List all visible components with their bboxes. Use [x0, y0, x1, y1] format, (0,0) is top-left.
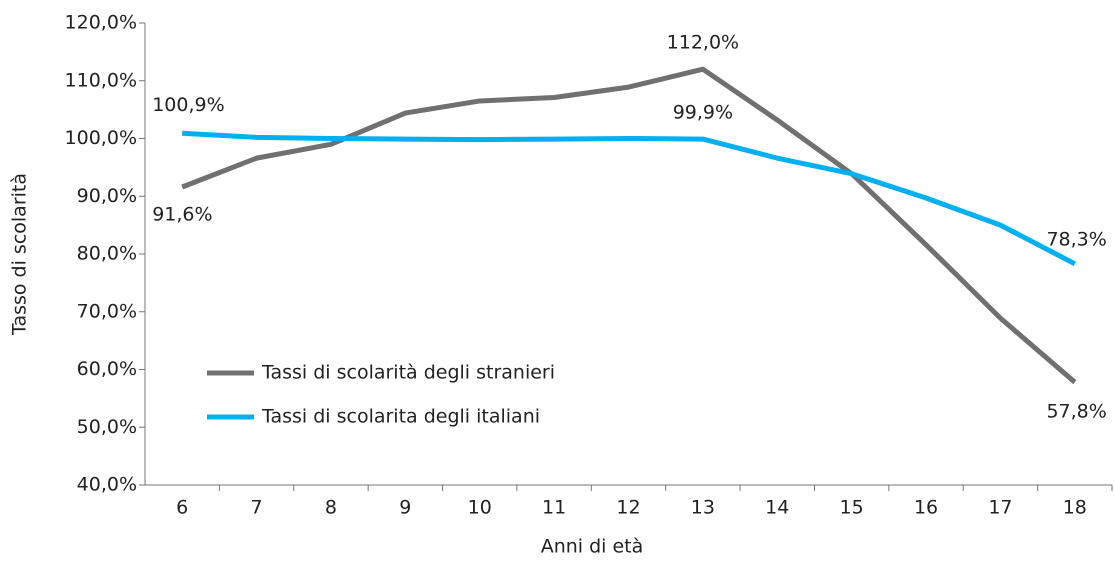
data-label: 57,8%: [1046, 401, 1106, 423]
y-tick-label: 90,0%: [77, 185, 137, 207]
x-tick-label: 10: [468, 497, 492, 519]
data-label: 100,9%: [152, 94, 224, 116]
x-tick-label: 14: [765, 497, 789, 519]
y-tick-label: 80,0%: [77, 243, 137, 265]
series-line: [181, 66, 1077, 385]
legend-label: Tassi di scolarità degli stranieri: [261, 362, 555, 384]
y-tick-label: 50,0%: [77, 416, 137, 438]
x-tick-label: 6: [176, 497, 188, 519]
x-tick-label: 15: [840, 497, 864, 519]
x-tick-label: 16: [914, 497, 938, 519]
data-label: 112,0%: [667, 32, 739, 54]
y-tick-label: 70,0%: [77, 300, 137, 322]
x-tick-label: 13: [691, 497, 715, 519]
x-tick-label: 7: [251, 497, 263, 519]
y-tick-label: 60,0%: [77, 358, 137, 380]
y-tick-label: 110,0%: [65, 69, 137, 91]
series-line: [182, 130, 1076, 267]
legend-label: Tassi di scolarita degli italiani: [261, 406, 540, 428]
y-tick-label: 100,0%: [65, 127, 137, 149]
y-tick-label: 120,0%: [65, 12, 137, 34]
x-tick-label: 9: [399, 497, 411, 519]
x-tick-label: 17: [988, 497, 1012, 519]
data-label: 99,9%: [673, 102, 733, 124]
x-tick-label: 11: [542, 497, 566, 519]
x-axis-title: Anni di età: [541, 536, 644, 558]
x-tick-label: 18: [1063, 497, 1087, 519]
data-label: 78,3%: [1046, 228, 1106, 250]
data-label: 91,6%: [152, 204, 212, 226]
x-tick-label: 8: [325, 497, 337, 519]
y-axis-title: Tasso di scolarità: [9, 173, 31, 336]
x-tick-label: 12: [616, 497, 640, 519]
y-tick-label: 40,0%: [77, 474, 137, 496]
